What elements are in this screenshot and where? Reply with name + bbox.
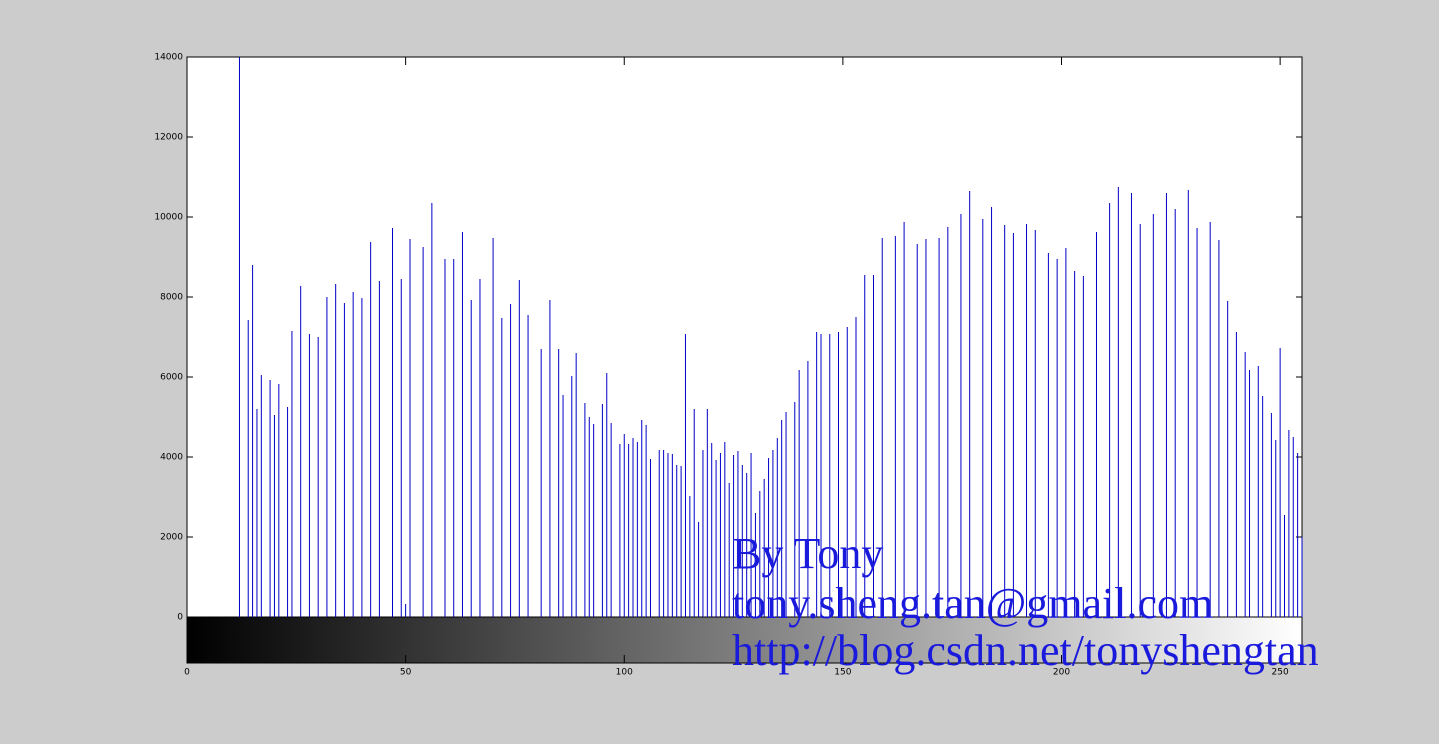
x-tick-label: 250	[1272, 668, 1289, 678]
watermark: By Tony	[732, 529, 883, 578]
plot-area	[187, 57, 1302, 617]
watermark: tony.sheng.tan@gmail.com	[732, 579, 1213, 628]
watermark: http://blog.csdn.net/tonyshengtan	[732, 626, 1319, 675]
y-tick-label: 12000	[154, 133, 183, 143]
x-tick-label: 200	[1053, 668, 1070, 678]
y-tick-label: 10000	[154, 213, 183, 223]
y-tick-label: 4000	[160, 453, 183, 463]
x-tick-label: 50	[400, 668, 412, 678]
y-tick-label: 6000	[160, 373, 183, 383]
y-tick-label: 8000	[160, 293, 183, 303]
x-tick-label: 0	[184, 668, 190, 678]
x-tick-label: 150	[834, 668, 851, 678]
colorbar	[187, 617, 1302, 663]
y-tick-label: 14000	[154, 53, 183, 63]
y-tick-label: 2000	[160, 533, 183, 543]
colorbar-box	[186, 616, 1303, 664]
y-tick-label: 0	[177, 613, 183, 623]
x-tick-label: 100	[616, 668, 633, 678]
